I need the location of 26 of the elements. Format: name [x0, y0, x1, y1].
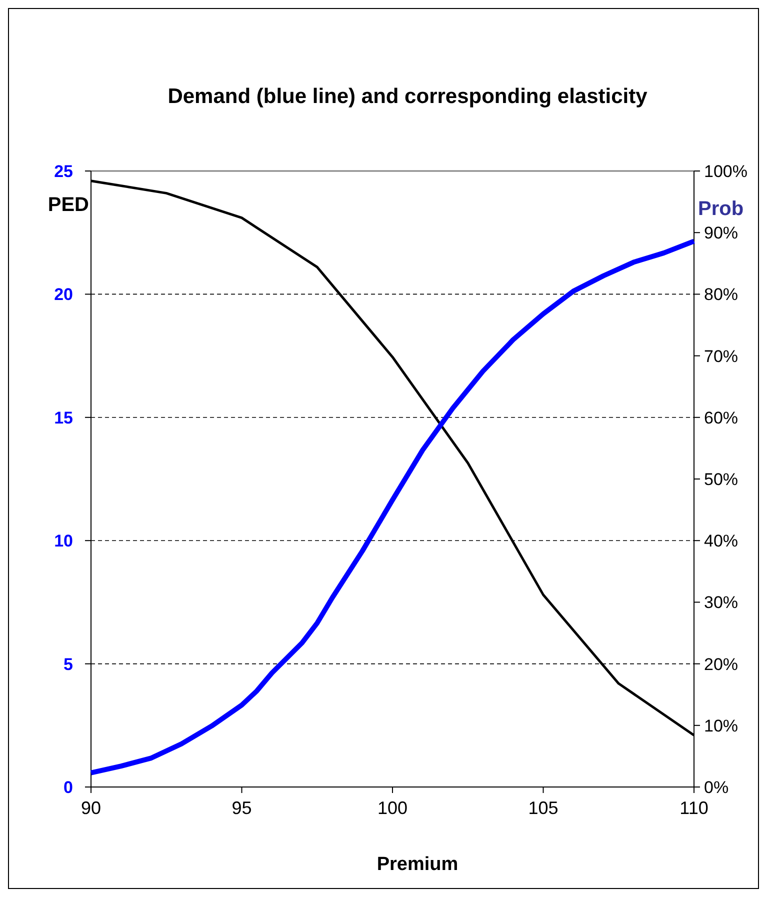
y-tick-label: 20 — [54, 285, 73, 304]
x-axis-title: Premium — [376, 854, 458, 875]
y-tick-label: 0 — [64, 778, 73, 797]
y2-tick-label: 30% — [704, 593, 738, 612]
x-tick-label: 110 — [680, 798, 708, 818]
x-tick-label: 90 — [80, 798, 102, 818]
y2-axis-title: Prob — [698, 198, 744, 220]
chart-title: Demand (blue line) and corresponding elasticity — [168, 85, 648, 108]
y-tick-label: 15 — [54, 408, 73, 428]
x-tick-label: 95 — [232, 798, 252, 818]
y-axis-title: PED — [48, 194, 89, 216]
y-tick-label: 10 — [54, 532, 73, 551]
y2-tick-label: 60% — [704, 408, 738, 428]
y2-tick-label: 40% — [704, 532, 738, 551]
y2-tick-label: 50% — [704, 470, 738, 489]
y2-tick-label: 20% — [704, 654, 738, 674]
y-tick-label: 25 — [54, 162, 73, 181]
x-tick-label: 100 — [377, 798, 408, 818]
y2-tick-label: 0% — [704, 778, 729, 797]
y2-tick-label: 90% — [704, 224, 738, 243]
y2-tick-label: 80% — [704, 285, 738, 304]
y-tick-label: 5 — [64, 654, 73, 674]
y2-tick-label: 70% — [704, 346, 738, 366]
y2-tick-label: 100% — [704, 162, 748, 181]
x-tick-label: 105 — [528, 798, 558, 818]
y2-tick-label: 10% — [704, 716, 738, 736]
